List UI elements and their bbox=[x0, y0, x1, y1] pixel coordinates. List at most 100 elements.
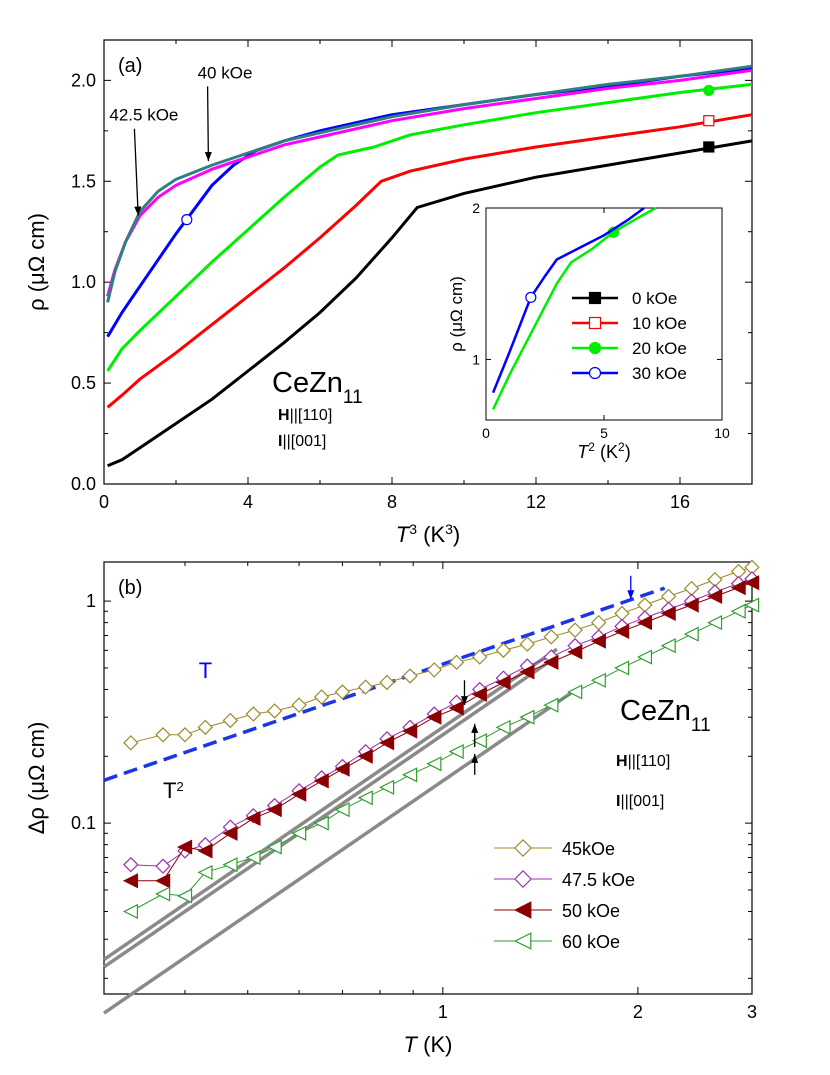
data-point bbox=[448, 700, 464, 716]
data-point bbox=[426, 709, 442, 725]
series-line bbox=[130, 582, 753, 882]
sample-name: CeZn11 bbox=[620, 695, 711, 736]
data-point bbox=[543, 697, 559, 713]
data-point bbox=[495, 642, 512, 659]
data-point bbox=[543, 629, 559, 645]
data-point bbox=[730, 580, 746, 596]
y-tick-label: 0.0 bbox=[71, 474, 96, 494]
data-point bbox=[637, 597, 653, 613]
data-point bbox=[357, 679, 374, 695]
data-point bbox=[683, 626, 699, 642]
fit-label: T2 bbox=[163, 778, 184, 803]
data-point bbox=[122, 903, 139, 920]
data-point bbox=[448, 744, 464, 760]
annotation-label: 42.5 kOe bbox=[109, 106, 178, 125]
x-tick-label: 1 bbox=[438, 1002, 448, 1022]
fit-T2-line bbox=[103, 688, 577, 1015]
data-point bbox=[155, 886, 171, 902]
plot-frame bbox=[103, 39, 753, 485]
inset-series-marker bbox=[525, 291, 537, 303]
series-line bbox=[130, 578, 753, 867]
x-tick-label: 3 bbox=[747, 1002, 757, 1022]
series-line bbox=[130, 604, 753, 912]
data-point bbox=[660, 588, 677, 605]
data-point bbox=[614, 660, 630, 676]
data-point bbox=[683, 580, 700, 597]
data-point bbox=[122, 873, 139, 889]
legend-marker bbox=[588, 316, 602, 330]
y-axis-label: Δρ (μΩ cm) bbox=[24, 722, 49, 835]
data-point bbox=[266, 802, 282, 818]
data-point bbox=[177, 888, 193, 904]
x-tick-label: 0 bbox=[99, 492, 109, 512]
data-point bbox=[590, 672, 606, 688]
x-tick-label: 4 bbox=[243, 492, 253, 512]
annotation-arrowhead bbox=[134, 206, 142, 216]
legend-label: 60 kOe bbox=[562, 932, 620, 952]
current-direction: I||[001] bbox=[278, 433, 326, 450]
panel-label: (b) bbox=[118, 577, 142, 599]
legend-marker bbox=[513, 932, 532, 950]
x-tick-label: 2 bbox=[633, 1002, 643, 1022]
annotation-arrow bbox=[206, 86, 210, 162]
inset: 0 5 10 1 2 T2 (K2) ρ (μΩ cm) bbox=[447, 200, 730, 462]
inset-y-axis-label: ρ (μΩ cm) bbox=[447, 276, 466, 352]
y-tick-label: 2.0 bbox=[71, 70, 96, 90]
data-point bbox=[245, 706, 262, 722]
series-marker bbox=[703, 115, 715, 127]
data-point bbox=[155, 727, 171, 743]
data-point bbox=[590, 614, 607, 631]
data-point bbox=[123, 735, 139, 751]
y-tick-label: 1.0 bbox=[71, 272, 96, 292]
data-point bbox=[266, 703, 283, 719]
marker-arrowhead bbox=[460, 696, 468, 706]
legend-label: 50 kOe bbox=[562, 901, 620, 921]
inset-x-tick-label: 0 bbox=[482, 425, 490, 441]
data-point bbox=[222, 857, 238, 873]
data-point bbox=[495, 719, 511, 735]
data-point bbox=[614, 623, 630, 640]
data-point bbox=[379, 779, 395, 795]
data-point bbox=[291, 825, 307, 841]
data-point bbox=[636, 649, 653, 665]
data-point bbox=[660, 605, 676, 621]
legend-label: 45kOe bbox=[562, 839, 615, 859]
data-point bbox=[707, 588, 723, 604]
data-point bbox=[519, 664, 535, 680]
series-line bbox=[106, 64, 753, 303]
data-point bbox=[357, 790, 373, 806]
legend-marker bbox=[588, 366, 602, 380]
data-point bbox=[426, 756, 442, 772]
x-axis-label: T (K) bbox=[404, 1032, 453, 1057]
data-point bbox=[402, 767, 418, 783]
data-point bbox=[123, 856, 139, 873]
data-point bbox=[471, 733, 487, 749]
plot-frame bbox=[103, 561, 753, 995]
data-point bbox=[471, 686, 487, 702]
x-axis-label: T3 (K3) bbox=[396, 521, 461, 547]
data-point bbox=[402, 723, 418, 739]
data-point bbox=[519, 709, 535, 725]
inset-x-tick-label: 5 bbox=[600, 425, 608, 441]
inset-x-axis-label: T2 (K2) bbox=[577, 440, 630, 462]
legend-label: 47.5 kOe bbox=[562, 870, 635, 890]
fit-T2-line bbox=[103, 647, 558, 961]
data-point bbox=[313, 689, 330, 705]
data-point bbox=[402, 668, 418, 684]
sample-name: CeZn11 bbox=[272, 367, 363, 408]
legend-label: 0 kOe bbox=[632, 289, 677, 308]
field-direction: H||[110] bbox=[278, 407, 332, 424]
data-point bbox=[291, 786, 307, 802]
inset-x-tick-label: 10 bbox=[714, 425, 730, 441]
data-point bbox=[379, 674, 395, 691]
series-line bbox=[107, 139, 753, 468]
data-point bbox=[177, 727, 193, 743]
legend-marker bbox=[514, 870, 532, 888]
series-marker bbox=[181, 214, 193, 226]
marker-arrowhead bbox=[471, 723, 479, 733]
data-point bbox=[177, 839, 193, 855]
data-point bbox=[471, 649, 488, 665]
legend-label: 10 kOe bbox=[632, 314, 687, 333]
y-axis-label: ρ (μΩ cm) bbox=[24, 213, 49, 311]
